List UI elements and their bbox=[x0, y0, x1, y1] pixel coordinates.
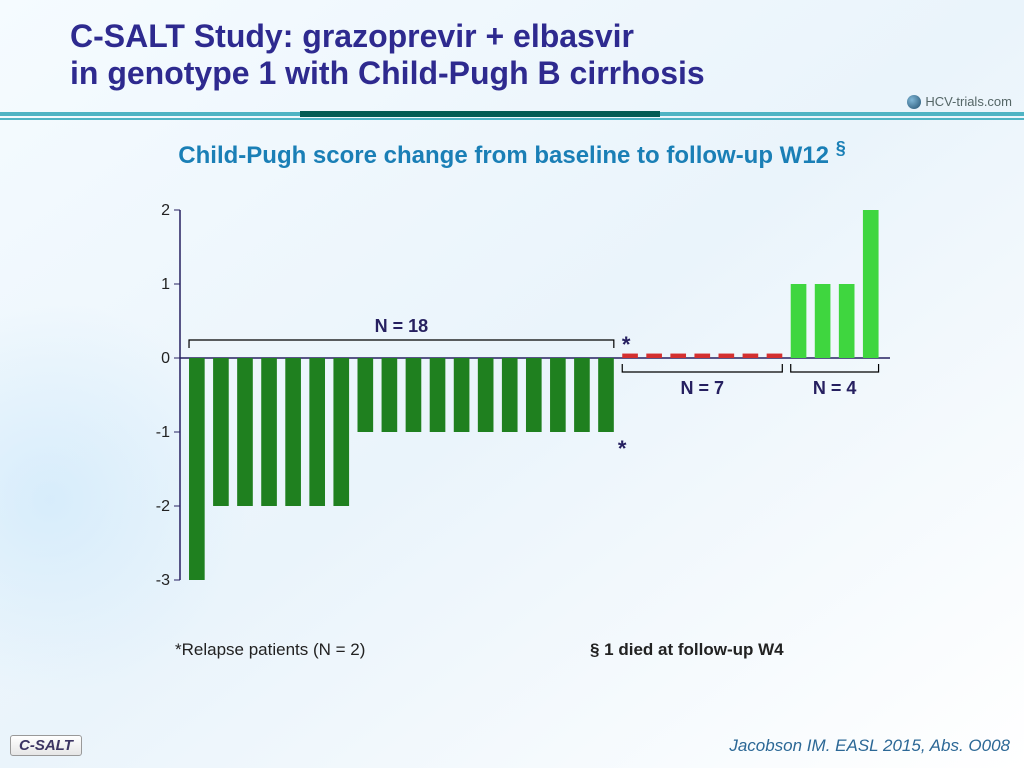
title-line-2: in genotype 1 with Child-Pugh B cirrhosi… bbox=[70, 55, 705, 92]
svg-text:-1: -1 bbox=[156, 424, 170, 441]
footnote-relapse: *Relapse patients (N = 2) bbox=[175, 640, 365, 660]
globe-icon bbox=[907, 95, 921, 109]
title-line-1: C-SALT Study: grazoprevir + elbasvir bbox=[70, 18, 705, 55]
chart-subtitle: Child-Pugh score change from baseline to… bbox=[0, 138, 1024, 170]
chart-svg: -3 -2 -1 0 1 2 N = 18 N = 7 N = 4 * * bbox=[140, 200, 900, 590]
source-logo-text: HCV-trials.com bbox=[925, 94, 1012, 109]
svg-text:2: 2 bbox=[161, 202, 170, 219]
subtitle-text: Child-Pugh score change from baseline to… bbox=[178, 142, 829, 169]
svg-text:-2: -2 bbox=[156, 498, 170, 515]
svg-text:*: * bbox=[618, 436, 627, 461]
svg-text:0: 0 bbox=[161, 350, 170, 367]
slide-title: C-SALT Study: grazoprevir + elbasvir in … bbox=[70, 18, 705, 92]
citation: Jacobson IM. EASL 2015, Abs. O008 bbox=[729, 736, 1010, 756]
svg-text:N = 7: N = 7 bbox=[681, 378, 725, 398]
bar-chart: -3 -2 -1 0 1 2 N = 18 N = 7 N = 4 * * bbox=[140, 200, 900, 590]
source-logo: HCV-trials.com bbox=[907, 94, 1012, 109]
svg-text:1: 1 bbox=[161, 276, 170, 293]
footnote-death: § 1 died at follow-up W4 bbox=[590, 640, 784, 660]
svg-text:*: * bbox=[622, 332, 631, 357]
study-badge: C-SALT bbox=[10, 735, 82, 756]
svg-text:-3: -3 bbox=[156, 572, 170, 589]
subtitle-symbol: § bbox=[836, 138, 846, 158]
svg-text:N = 18: N = 18 bbox=[375, 316, 429, 336]
svg-text:N = 4: N = 4 bbox=[813, 378, 857, 398]
header-divider bbox=[0, 112, 1024, 120]
